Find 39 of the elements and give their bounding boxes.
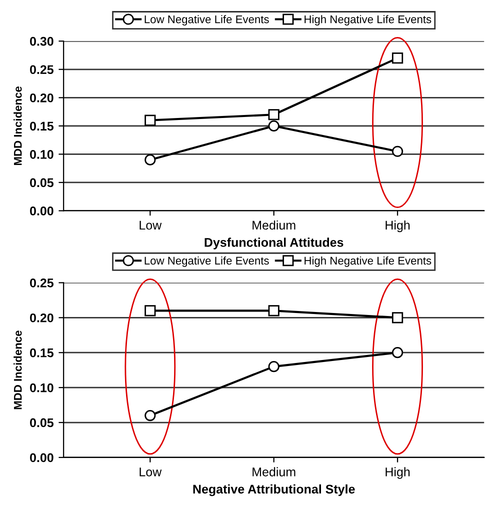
y-axis-title: MDD Incidence — [14, 330, 22, 410]
y-tick-label: 0.10 — [30, 383, 54, 392]
x-axis-title: Dysfunctional Attitudes — [204, 238, 344, 250]
legend-label: Low Negative Life Events — [144, 15, 269, 26]
point — [268, 305, 280, 316]
point — [144, 410, 156, 422]
point — [392, 52, 404, 64]
x-tick-label: Low — [140, 220, 162, 230]
legend-label: High Negative Life Events — [304, 15, 432, 26]
y-tick-label: 0.10 — [30, 150, 54, 159]
y-tick-label: 0.20 — [30, 313, 54, 322]
legend-label: High Negative Life Events — [304, 256, 432, 267]
point — [144, 114, 156, 126]
point — [144, 154, 156, 166]
point — [392, 312, 404, 324]
x-axis-title: Negative Attributional Style — [193, 484, 355, 496]
y-tick-label: 0.15 — [30, 122, 54, 131]
y-axis-title: MDD Incidence — [14, 86, 22, 166]
x-tick-label: High — [386, 467, 410, 479]
point — [268, 109, 280, 120]
y-tick-label: 0.00 — [30, 453, 54, 462]
y-tick-label: 0.20 — [30, 93, 54, 102]
y-tick-label: 0.00 — [30, 206, 54, 216]
y-tick-label: 0.15 — [30, 348, 54, 358]
x-tick-label: Low — [140, 468, 162, 476]
point — [392, 347, 404, 358]
point — [144, 305, 156, 316]
x-tick-label: Medium — [252, 220, 296, 230]
legend-label: Low Negative Life Events — [144, 256, 269, 267]
y-tick-label: 0.25 — [30, 65, 54, 74]
x-tick-label: Medium — [252, 467, 296, 476]
x-tick-label: High — [386, 220, 410, 232]
y-tick-label: 0.05 — [30, 178, 54, 188]
y-tick-label: 0.25 — [30, 278, 54, 288]
point — [392, 146, 404, 157]
y-tick-label: 0.05 — [30, 418, 54, 428]
point — [268, 120, 280, 132]
y-tick-label: 0.30 — [30, 36, 54, 46]
point — [268, 361, 280, 372]
